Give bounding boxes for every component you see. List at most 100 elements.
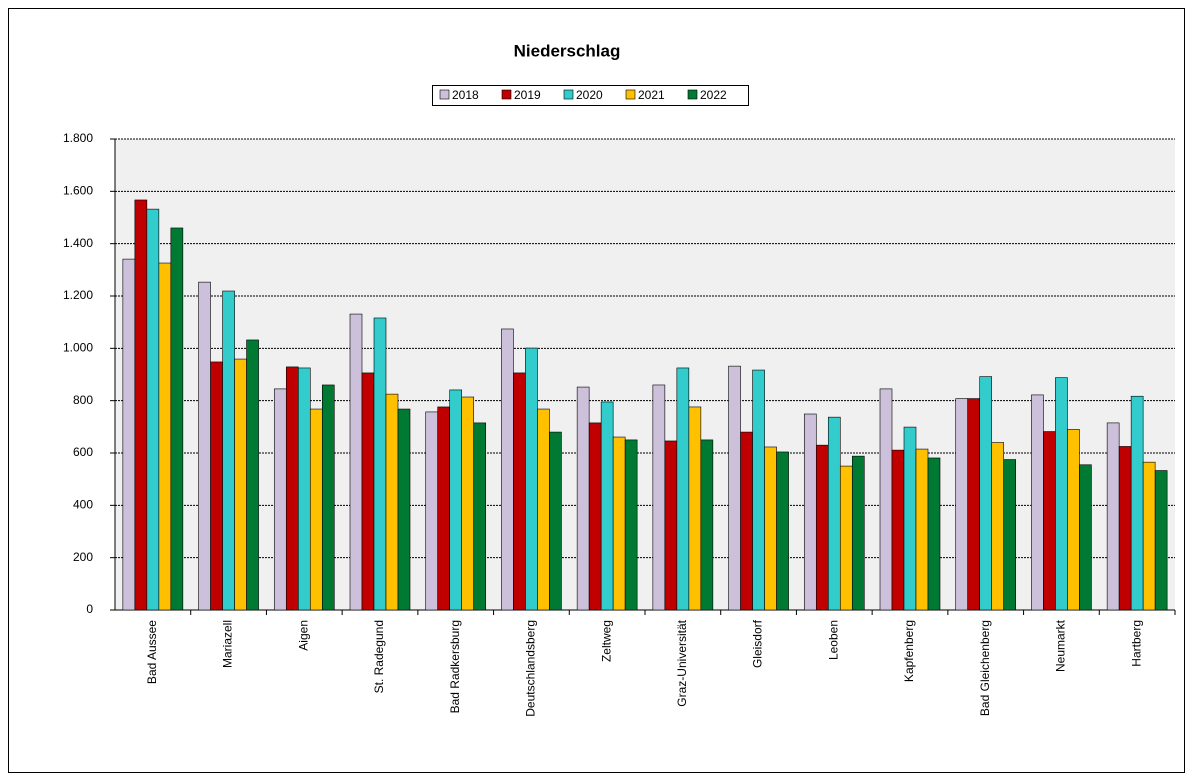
- legend-label: 2021: [638, 88, 665, 102]
- bar: [246, 339, 259, 611]
- bar: [891, 449, 905, 611]
- y-tick-label: 200: [73, 550, 93, 564]
- bar: [588, 422, 602, 611]
- y-tick-label: 1.200: [63, 288, 93, 302]
- bar: [776, 451, 789, 611]
- bar: [752, 369, 765, 611]
- bar: [170, 227, 184, 611]
- bar: [915, 448, 929, 611]
- legend-swatch: [687, 89, 698, 100]
- bar: [815, 444, 829, 611]
- legend: [432, 85, 749, 106]
- x-tick-label: Bad Radkersburg: [448, 620, 462, 713]
- bar: [146, 208, 160, 611]
- y-tick-label: 1.400: [63, 236, 93, 250]
- bar: [525, 347, 538, 611]
- y-tick-label: 600: [73, 445, 93, 459]
- bar: [1055, 377, 1068, 611]
- bar: [1142, 461, 1156, 611]
- x-tick-label: Leoben: [826, 620, 840, 660]
- bar: [955, 398, 969, 611]
- bar: [803, 413, 817, 611]
- bar: [979, 376, 993, 611]
- x-tick-label: Kapfenberg: [902, 620, 916, 682]
- bar: [501, 328, 514, 611]
- bar: [297, 367, 311, 611]
- bar: [321, 384, 335, 611]
- bar: [461, 396, 475, 611]
- legend-label: 2020: [576, 88, 603, 102]
- legend-swatch: [563, 89, 574, 100]
- bar: [740, 431, 753, 611]
- bar: [361, 372, 375, 611]
- y-tick-label: 800: [73, 393, 93, 407]
- bar: [991, 442, 1005, 611]
- bar: [1043, 431, 1056, 611]
- x-tick-label: Aigen: [296, 620, 310, 651]
- bar: [652, 384, 666, 611]
- x-tick-label: St. Radegund: [372, 620, 386, 693]
- bar: [473, 422, 487, 611]
- bar: [967, 398, 981, 611]
- bar: [764, 446, 777, 611]
- chart-title: Niederschlag: [514, 41, 621, 60]
- y-tick-label: 1.600: [63, 184, 93, 198]
- bar: [664, 440, 678, 611]
- bar: [437, 406, 451, 611]
- bar: [600, 401, 614, 611]
- x-tick-label: Deutschlandsberg: [524, 620, 538, 717]
- bar: [397, 408, 411, 611]
- y-tick-label: 1.000: [63, 341, 93, 355]
- bar: [624, 439, 638, 611]
- x-tick-label: Graz-Universität: [675, 619, 689, 706]
- bar: [222, 290, 235, 611]
- legend-swatch: [625, 89, 636, 100]
- bar: [309, 408, 323, 611]
- bar: [1106, 422, 1120, 611]
- bar: [728, 365, 741, 611]
- bar: [839, 465, 853, 611]
- bar: [234, 358, 247, 611]
- x-tick-label: Hartberg: [1129, 620, 1143, 667]
- y-tick-label: 0: [86, 602, 93, 616]
- bar: [349, 313, 363, 611]
- bar: [576, 386, 590, 611]
- legend-swatch: [439, 89, 450, 100]
- bar: [676, 367, 690, 611]
- bar: [537, 408, 550, 611]
- bar: [688, 406, 702, 611]
- bar: [158, 262, 172, 611]
- bar: [612, 436, 626, 611]
- bar: [927, 457, 941, 611]
- bar: [549, 431, 562, 611]
- x-tick-label: Mariazell: [221, 620, 235, 668]
- bar: [134, 199, 148, 611]
- bar: [449, 389, 463, 611]
- bar: [1031, 394, 1044, 611]
- bar: [273, 388, 287, 611]
- bar: [425, 411, 439, 611]
- legend-label: 2018: [452, 88, 479, 102]
- bar: [827, 416, 841, 611]
- bar: [1003, 459, 1017, 611]
- bar: [879, 388, 893, 611]
- x-tick-label: Gleisdorf: [751, 619, 765, 668]
- legend-swatch: [501, 89, 512, 100]
- legend-label: 2019: [514, 88, 541, 102]
- x-tick-label: Bad Gleichenberg: [978, 620, 992, 716]
- y-tick-label: 1.800: [63, 131, 93, 145]
- x-tick-label: Neumarkt: [1054, 619, 1068, 672]
- x-tick-label: Bad Aussee: [145, 620, 159, 684]
- bar: [1130, 395, 1144, 611]
- bar: [285, 366, 299, 611]
- bar: [700, 439, 714, 611]
- legend-label: 2022: [700, 88, 727, 102]
- bar: [1118, 446, 1132, 611]
- bar: [373, 317, 387, 611]
- bar: [122, 258, 136, 611]
- bar: [198, 281, 211, 611]
- frame-right: [8, 8, 1185, 773]
- bar: [1067, 429, 1080, 611]
- bar: [903, 426, 917, 611]
